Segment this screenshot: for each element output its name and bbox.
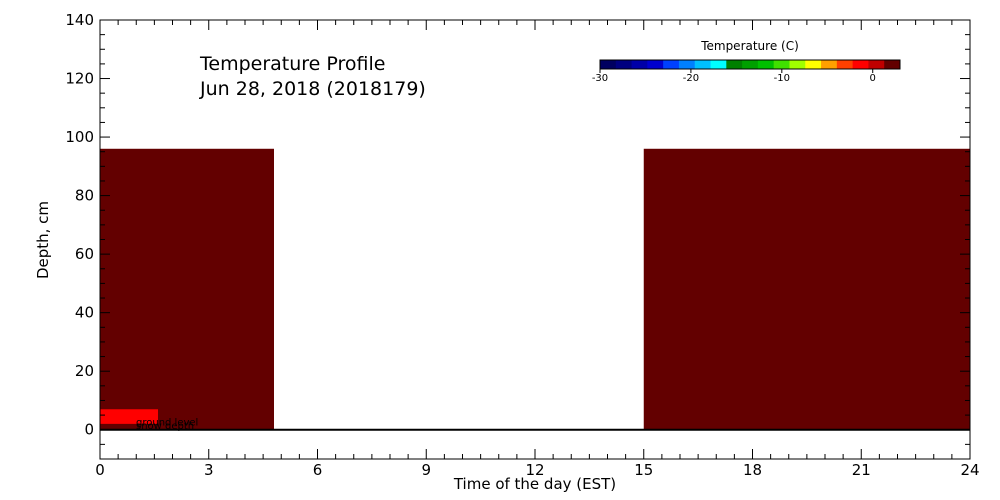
axes: 0 3 6 9 12 15 18 21 24 0 20 40 60 80 100 120 140: [65, 11, 979, 479]
colorbar-segment: [773, 60, 790, 69]
chart-title-line2: Jun 28, 2018 (2018179): [199, 78, 426, 100]
x-tick-label: 9: [421, 461, 431, 479]
colorbar-segment: [694, 60, 712, 69]
y-tick-label: 0: [84, 421, 94, 439]
annotation-0: ground level: [136, 417, 198, 428]
colorbar-segment: [805, 60, 822, 69]
colorbar-segment: [742, 60, 759, 69]
annotation-1: snow depth: [136, 421, 194, 432]
colorbar-segment: [836, 60, 854, 69]
colorbar-segment: [647, 60, 664, 69]
x-tick-label: 0: [95, 461, 105, 479]
colorbar-segment: [884, 60, 901, 69]
y-tick-label: 80: [75, 187, 94, 205]
colorbar-tick-label: -10: [774, 73, 790, 84]
colorbar-segment: [600, 60, 617, 69]
heatmap-block-0: [100, 148, 274, 430]
colorbar-segment: [821, 60, 838, 69]
colorbar-tick-label: -30: [592, 73, 608, 84]
x-tick-label: 6: [313, 461, 323, 479]
y-tick-label: 120: [65, 70, 94, 88]
heatmap-blocks: [100, 148, 970, 430]
y-tick-label: 100: [65, 128, 94, 146]
heatmap-block-2: [100, 409, 158, 424]
colorbar-segment: [726, 60, 743, 69]
y-tick-label: 60: [75, 245, 94, 263]
y-tick-label: 20: [75, 362, 94, 380]
colorbar-segment: [615, 60, 633, 69]
colorbar-tick-label: -20: [683, 73, 699, 84]
x-tick-label: 24: [960, 461, 979, 479]
x-tick-label: 12: [525, 461, 544, 479]
colorbar-frame: [599, 59, 901, 70]
colorbar-segment: [868, 60, 885, 69]
y-axis-label: Depth, cm: [34, 201, 52, 279]
chart-title-line1: Temperature Profile: [199, 53, 385, 75]
x-tick-label: 21: [852, 461, 871, 479]
colorbar-tick-label: 0: [870, 73, 876, 84]
x-tick-label: 15: [634, 461, 653, 479]
colorbar-segment: [663, 60, 680, 69]
colorbar-segment: [710, 60, 727, 69]
colorbar: -30 -20 -10 0: [592, 59, 901, 84]
heatmap-block-1: [643, 148, 970, 430]
colorbar-segment: [789, 60, 806, 69]
colorbar-segment: [678, 60, 696, 69]
x-tick-label: 18: [743, 461, 762, 479]
x-tick-label: 3: [204, 461, 214, 479]
y-tick-label: 40: [75, 304, 94, 322]
y-tick-label: 140: [65, 11, 94, 29]
colorbar-segment: [852, 60, 869, 69]
x-axis-label: Time of the day (EST): [453, 475, 616, 493]
colorbar-segment: [757, 60, 775, 69]
colorbar-segment: [631, 60, 648, 69]
colorbar-title: Temperature (C): [700, 39, 799, 53]
